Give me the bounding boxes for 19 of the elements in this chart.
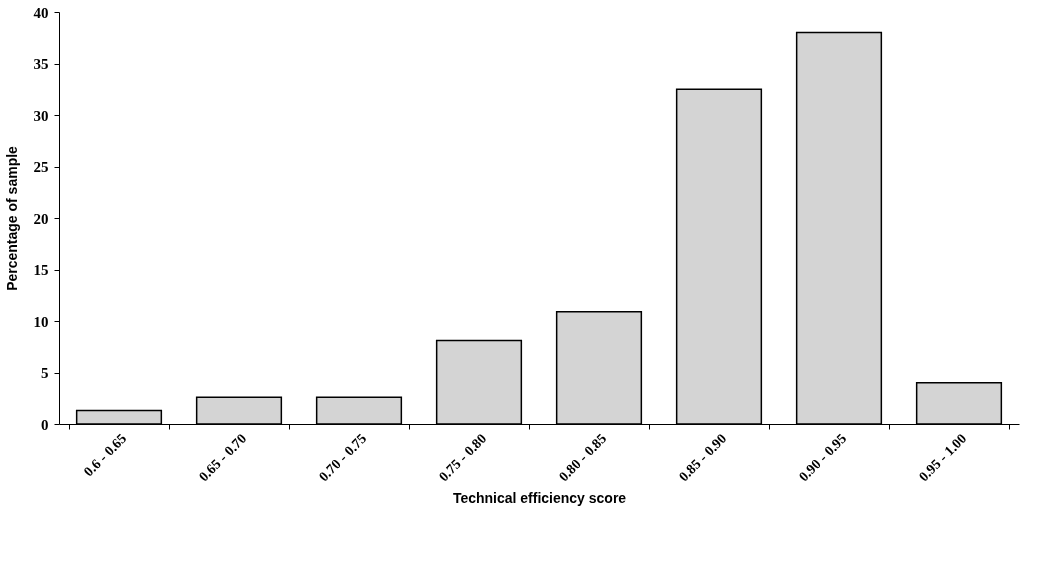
x-tick-label: 0.85 - 0.90 bbox=[675, 430, 730, 485]
y-tick-label: 15 bbox=[33, 262, 49, 278]
x-tick-label: 0.65 - 0.70 bbox=[195, 430, 250, 485]
x-tick-label: 0.6 - 0.65 bbox=[80, 430, 130, 480]
y-tick-label: 25 bbox=[33, 159, 49, 175]
x-axis-title: Technical efficiency score bbox=[452, 490, 627, 507]
x-tick-label: 0.90 - 0.95 bbox=[795, 430, 850, 485]
y-tick-label: 35 bbox=[33, 56, 49, 72]
y-tick-label: 40 bbox=[33, 4, 49, 21]
y-tick-label: 5 bbox=[41, 365, 49, 381]
x-tick-label: 0.95 - 1.00 bbox=[915, 430, 970, 485]
x-tick-label: 0.75 - 0.80 bbox=[435, 430, 490, 485]
x-tick-label: 0.70 - 0.75 bbox=[315, 430, 370, 485]
y-tick-label: 30 bbox=[33, 107, 49, 124]
x-tick-label: 0.80 - 0.85 bbox=[555, 430, 610, 485]
y-tick-label: 20 bbox=[33, 210, 49, 227]
y-tick-label: 10 bbox=[33, 313, 49, 330]
y-axis-title: Percentage of sample bbox=[3, 145, 20, 291]
y-tick-label: 0 bbox=[41, 416, 49, 433]
